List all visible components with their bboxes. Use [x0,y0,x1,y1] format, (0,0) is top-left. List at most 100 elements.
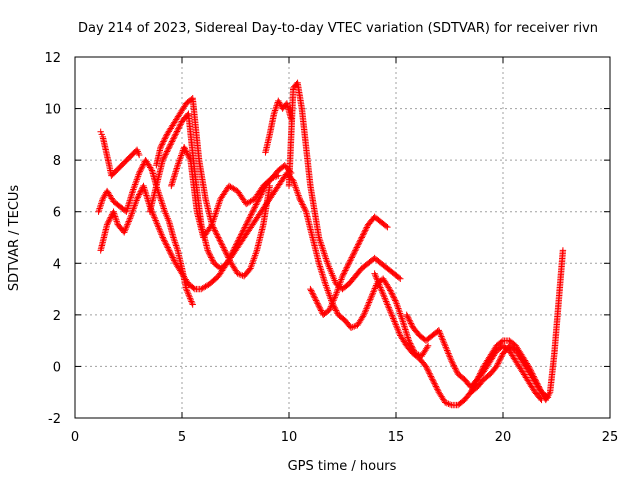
data-point [153,218,160,226]
data-marker [233,240,241,247]
data-marker [226,257,233,264]
data-point [384,301,391,308]
data-marker [367,294,375,302]
data-marker [333,308,340,316]
data-marker [157,197,165,204]
data-point [397,275,404,282]
data-marker [125,218,132,225]
data-marker [175,125,182,132]
data-marker [223,250,230,257]
data-marker [321,250,328,257]
data-marker [389,293,397,300]
data-marker [379,290,387,297]
data-marker [170,134,178,141]
data-marker [357,237,364,244]
data-point [189,301,196,308]
data-marker [299,201,306,208]
data-marker [242,222,249,230]
data-marker [351,323,358,330]
data-marker [218,240,225,247]
data-marker [382,298,390,305]
series-13 [97,128,143,179]
data-marker [214,203,222,211]
data-marker [317,240,325,248]
data-marker [352,245,360,253]
data-marker [446,401,454,408]
data-marker [332,292,339,299]
data-marker [235,235,243,243]
data-marker [332,307,340,314]
data-marker [239,228,246,235]
data-marker [350,250,358,257]
data-marker [342,267,349,274]
data-marker [185,154,193,161]
y-tick-label: 2 [53,309,61,324]
series-5 [168,144,282,241]
data-marker [308,288,316,296]
data-marker [363,224,370,231]
data-marker [447,356,455,363]
data-marker [404,313,411,320]
data-marker [208,255,216,263]
data-marker [124,221,131,228]
data-marker [171,237,178,244]
data-point [313,298,321,306]
data-marker [212,210,219,217]
data-point [326,306,333,313]
data-marker [156,228,164,235]
data-marker [186,295,194,302]
data-marker [160,136,168,144]
data-marker [245,215,253,223]
data-point [221,247,228,254]
data-point [249,208,256,215]
data-point [121,229,128,236]
data-marker [357,235,365,243]
data-point [493,363,500,370]
data-marker [391,318,398,325]
data-marker [209,218,217,225]
data-marker [350,251,357,258]
data-marker [250,205,258,213]
data-marker [360,230,368,237]
data-point [360,311,368,319]
data-marker [371,285,379,292]
data-marker [106,217,113,224]
data-marker [170,257,178,264]
data-marker [387,287,394,294]
data-marker [372,273,380,280]
y-tick-label: 4 [53,257,61,272]
data-marker [159,200,166,207]
data-marker [175,123,183,131]
data-marker [497,354,505,362]
data-marker [168,139,175,147]
data-marker [161,206,168,214]
data-marker [365,299,373,306]
data-marker [407,340,414,347]
data-marker [161,238,169,245]
data-point [435,327,442,334]
data-marker [160,237,168,244]
data-marker [165,145,172,152]
axis-ticks: 0 5 10 15 20 25 -2 0 2 4 6 8 10 12 [44,51,618,445]
data-marker [385,284,392,291]
data-marker [359,232,366,240]
data-marker [434,386,441,393]
data-point [320,247,327,254]
data-marker [405,315,413,323]
data-point [442,399,449,406]
data-marker [354,242,361,250]
data-marker [186,155,194,162]
data-point [159,234,166,241]
data-point [172,131,179,138]
data-marker [316,237,324,244]
data-marker [432,383,440,390]
data-marker [271,108,278,116]
x-tick-label: 25 [602,430,619,445]
data-marker [158,198,165,206]
data-marker [163,241,170,248]
data-marker [272,104,280,111]
data-marker [247,212,254,220]
data-marker [229,248,236,256]
data-marker [186,293,193,301]
data-marker [246,214,253,221]
